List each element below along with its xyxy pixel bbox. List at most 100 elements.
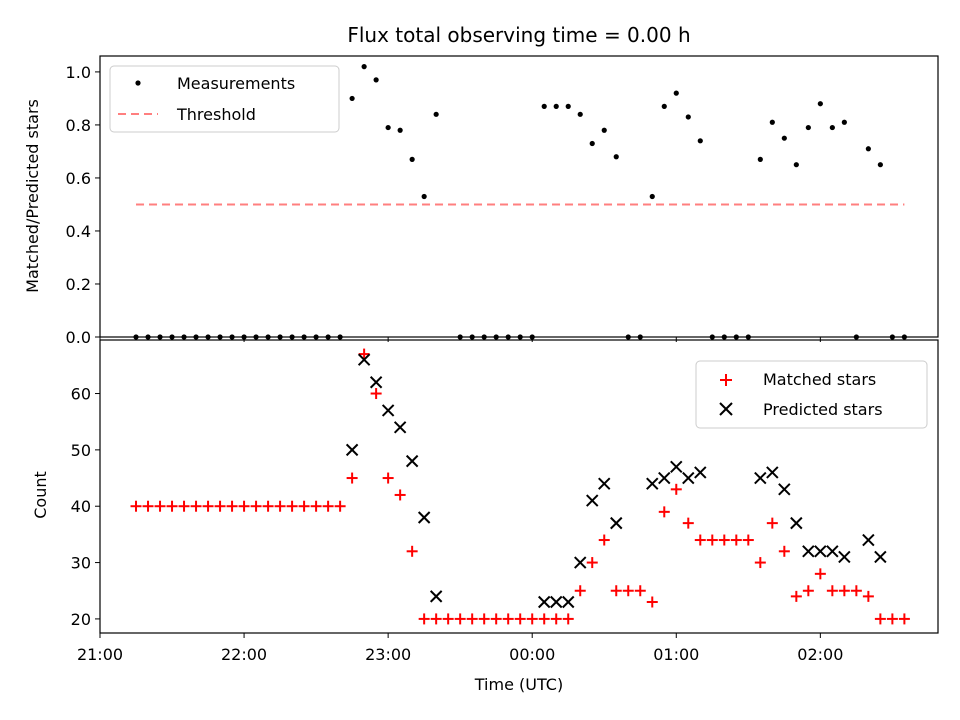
matched-star-point xyxy=(754,557,766,569)
measurement-point xyxy=(673,90,679,96)
bottom-legend-box xyxy=(695,360,928,429)
x-tick-label: 00:00 xyxy=(509,645,555,664)
matched-star-point xyxy=(862,590,874,602)
measurement-point xyxy=(661,103,667,109)
predicted-legend-marker xyxy=(719,402,733,416)
bottom-y-tick-label: 40 xyxy=(71,497,91,516)
x-tick-label: 21:00 xyxy=(77,645,123,664)
legend-predicted-stars: Predicted stars xyxy=(763,400,883,419)
matched-star-point xyxy=(670,483,682,495)
matched-star-point xyxy=(574,585,586,597)
matched-star-point xyxy=(838,585,850,597)
predicted-star-point xyxy=(550,595,563,609)
matched-star-point xyxy=(646,596,658,608)
predicted-star-point xyxy=(670,460,683,473)
matched-star-point xyxy=(238,500,250,512)
bottom-ylabel: Count xyxy=(31,471,50,519)
measurement-point xyxy=(697,138,703,144)
matched-star-point xyxy=(178,500,190,512)
matched-star-point xyxy=(526,613,538,625)
matched-star-point xyxy=(682,517,694,529)
matched-star-point xyxy=(742,534,754,546)
measurement-point xyxy=(685,114,691,120)
x-tick-label: 22:00 xyxy=(221,645,267,664)
predicted-star-point xyxy=(766,466,779,479)
predicted-star-point xyxy=(417,511,431,524)
measurement-point xyxy=(433,111,439,117)
matched-star-point xyxy=(514,613,526,625)
matched-star-point xyxy=(814,568,826,580)
top-ticks: 0.0 0.2 0.4 0.6 0.8 1.0 xyxy=(66,63,821,347)
measurement-point xyxy=(577,111,583,117)
predicted-star-point xyxy=(610,516,623,530)
matched-star-point xyxy=(310,500,322,512)
matched-star-point xyxy=(130,500,142,512)
x-tick-label: 02:00 xyxy=(797,645,843,664)
bottom-legend: Matched stars Predicted stars xyxy=(695,360,928,429)
matched-star-point xyxy=(430,613,442,625)
predicted-star-point xyxy=(357,353,371,366)
matched-star-point xyxy=(850,585,862,597)
matched-star-point xyxy=(730,534,742,546)
matched-star-point xyxy=(598,534,610,546)
top-legend-box xyxy=(109,65,340,133)
matched-star-point xyxy=(166,500,178,512)
matched-star-point xyxy=(634,585,646,597)
matched-star-point xyxy=(502,613,514,625)
matched-star-point xyxy=(826,585,838,597)
bottom-y-tick-label: 60 xyxy=(71,385,91,404)
bottom-ticks: 20 30 40 50 60 21:00 22:00 23:00 00:00 01:00 02:00 xyxy=(71,385,844,664)
predicted-star-point xyxy=(814,545,827,558)
measurement-point xyxy=(385,124,391,131)
matched-star-point xyxy=(274,500,286,512)
measurement-point xyxy=(817,101,823,107)
measurement-point xyxy=(829,124,835,131)
matched-star-point xyxy=(766,517,778,529)
matched-star-point xyxy=(886,613,898,625)
top-ylabel: Matched/Predicted stars xyxy=(23,99,42,293)
predicted-star-point xyxy=(574,556,587,569)
matched-star-point xyxy=(286,500,298,512)
measurement-point xyxy=(649,193,655,200)
matched-star-point xyxy=(322,500,334,512)
predicted-star-point xyxy=(598,477,611,490)
star-count-points xyxy=(130,348,910,625)
predicted-star-point xyxy=(646,477,659,490)
measurement-point xyxy=(349,95,355,102)
matched-star-point xyxy=(262,500,274,512)
measurement-point xyxy=(565,103,571,109)
x-tick-label: 23:00 xyxy=(365,645,411,664)
predicted-star-point xyxy=(826,545,839,558)
predicted-star-point xyxy=(658,471,671,485)
measurement-point xyxy=(757,156,763,162)
matched-star-point xyxy=(622,585,634,597)
top-y-tick-label: 0.0 xyxy=(66,328,91,347)
matched-star-point xyxy=(154,500,166,512)
matched-star-point xyxy=(346,472,358,484)
bottom-y-tick-label: 30 xyxy=(71,554,91,573)
bottom-y-tick-label: 20 xyxy=(71,610,91,629)
predicted-star-point xyxy=(429,590,443,603)
top-y-tick-label: 0.6 xyxy=(66,169,91,188)
matched-star-point xyxy=(802,585,814,597)
measurement-point xyxy=(373,77,379,83)
matched-star-point xyxy=(898,613,910,625)
measurement-point xyxy=(781,135,787,141)
top-y-tick-label: 0.2 xyxy=(66,275,91,294)
measurement-point xyxy=(877,162,883,168)
predicted-star-point xyxy=(790,516,803,530)
top-y-tick-label: 0.4 xyxy=(66,222,91,241)
matched-star-point xyxy=(442,613,454,625)
matched-star-point xyxy=(706,534,718,546)
matched-star-point xyxy=(406,545,418,557)
bottom-panel: 20 30 40 50 60 21:00 22:00 23:00 00:00 01:00 02:00… xyxy=(31,339,939,694)
measurement-point xyxy=(613,154,619,160)
top-y-tick-label: 0.8 xyxy=(66,116,91,135)
measurement-point xyxy=(361,64,367,70)
matched-star-point xyxy=(562,613,574,625)
top-panel: 0.0 0.2 0.4 0.6 0.8 1.0 Matched/Predicted sta… xyxy=(23,55,939,347)
predicted-star-point xyxy=(369,376,383,389)
x-tick-label: 01:00 xyxy=(653,645,699,664)
measurement-point xyxy=(589,140,595,147)
matched-star-point xyxy=(658,506,670,518)
